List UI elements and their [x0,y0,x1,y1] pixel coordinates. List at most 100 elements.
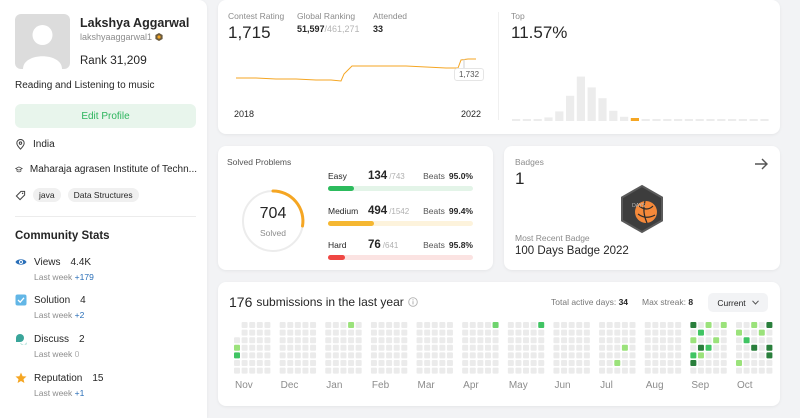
heatmap-cell [484,322,491,328]
heatmap-cell [659,344,666,351]
rating-tooltip: 1,732 [454,68,485,81]
heatmap-cell [705,367,712,374]
stat-label: Discuss [34,333,70,345]
heatmap-cell [599,322,606,328]
skill-tag[interactable]: java [33,188,61,202]
heatmap-cell [294,367,301,374]
heatmap-cell [530,329,537,336]
heatmap-cell [599,352,606,359]
heatmap-cell [766,329,773,336]
heatmap-cell [758,329,765,336]
school-text: Maharaja agrasen Institute of Techn... [29,164,197,175]
heatmap-cell [370,329,377,336]
edit-profile-button[interactable]: Edit Profile [15,104,196,128]
heatmap-cell [743,329,750,336]
heatmap-cell [629,352,636,359]
difficulty-bar [328,186,473,191]
heatmap-cell [310,322,317,328]
heatmap-cell [751,344,758,351]
histogram-bar [738,119,747,121]
heatmap-cell [523,337,530,344]
histogram-bar [717,119,726,121]
heatmap-cell [393,337,400,344]
info-icon[interactable] [408,297,418,307]
heatmap-cell [538,352,545,359]
heatmap-cell [553,322,560,328]
heatmap-cell [386,322,393,328]
submissions-label: submissions in the last year [256,295,404,309]
heatmap-cell [416,329,423,336]
heatmap-cell [393,329,400,336]
heatmap-cell [370,360,377,366]
heatmap-cell [431,360,438,366]
skill-tag[interactable]: Data Structures [67,188,139,202]
heatmap-cell [736,367,742,374]
arrow-right-icon[interactable] [753,156,769,172]
solved-problems-card: Solved Problems 704 Solved Easy 134/743 Be… [218,146,493,270]
heatmap-cell [370,352,377,359]
rating-line-chart[interactable] [236,50,482,100]
profile-handle-row: lakshyaaggarwal1 [80,32,163,42]
map-pin-icon [16,139,25,150]
difficulty-bar-fill [328,255,346,260]
year-select[interactable]: Current [708,293,768,312]
heatmap-cell [401,322,408,328]
heatmap-cell [249,329,256,336]
heatmap-cell [256,360,263,366]
histogram-bar [598,98,607,121]
max-streak: Max streak: 8 [642,297,693,307]
heatmap-cell [386,337,393,344]
avatar[interactable] [15,14,70,69]
heatmap-cell [614,367,621,374]
heatmap-cell [523,360,530,366]
heatmap-cell [287,344,294,351]
histogram-bar [663,119,672,121]
heatmap-cell [758,360,765,366]
heatmap-cell [720,344,727,351]
heatmap-cell [386,344,393,351]
solved-ring[interactable] [240,188,306,254]
heatmap-cell [424,360,431,366]
heatmap-cell [393,344,400,351]
heatmap-cell [561,322,568,328]
submission-heatmap[interactable] [234,321,774,377]
hundred-days-badge-icon[interactable]: DAYS [617,184,667,234]
heatmap-cell [515,322,522,328]
stat-value: 4 [80,294,86,306]
heatmap-cell [348,322,355,328]
heatmap-cell [614,344,621,351]
stat-value: 4.4K [70,256,92,268]
heatmap-cell [294,337,301,344]
heatmap-cell [492,329,499,336]
heatmap-cell [310,344,317,351]
difficulty-hard: Hard 76/641 Beats 95.8% [328,239,473,260]
heatmap-cell [241,337,248,344]
heatmap-cell [287,322,294,328]
submissions-card: 176 submissions in the last year Total a… [218,282,780,406]
histogram-bar [695,119,704,121]
eye-icon [15,259,27,265]
heatmap-cell [644,344,651,351]
rank-histogram[interactable] [512,56,772,122]
heatmap-cell [431,329,438,336]
heatmap-cell [667,360,674,366]
solved-total: 704 [259,205,287,222]
difficulty-total: /1542 [389,207,410,216]
heatmap-cell [446,322,453,328]
heatmap-cell [697,322,704,328]
heatmap-cell [736,360,742,366]
heatmap-cell [766,367,773,374]
heatmap-cell [538,344,545,351]
heatmap-cell [599,337,606,344]
heatmap-cell [302,352,309,359]
profile-panel: Lakshya Aggarwal lakshyaaggarwal1 Rank 3… [0,0,207,418]
heatmap-cell [644,322,651,328]
heatmap-cell [705,352,712,359]
top-label: Top [511,11,525,21]
heatmap-cell [439,337,446,344]
heatmap-cell [713,360,720,366]
year-end: 2022 [461,109,482,119]
histogram-bar [512,119,521,121]
heatmap-cell [758,367,765,374]
attended-label: Attended [373,11,408,21]
